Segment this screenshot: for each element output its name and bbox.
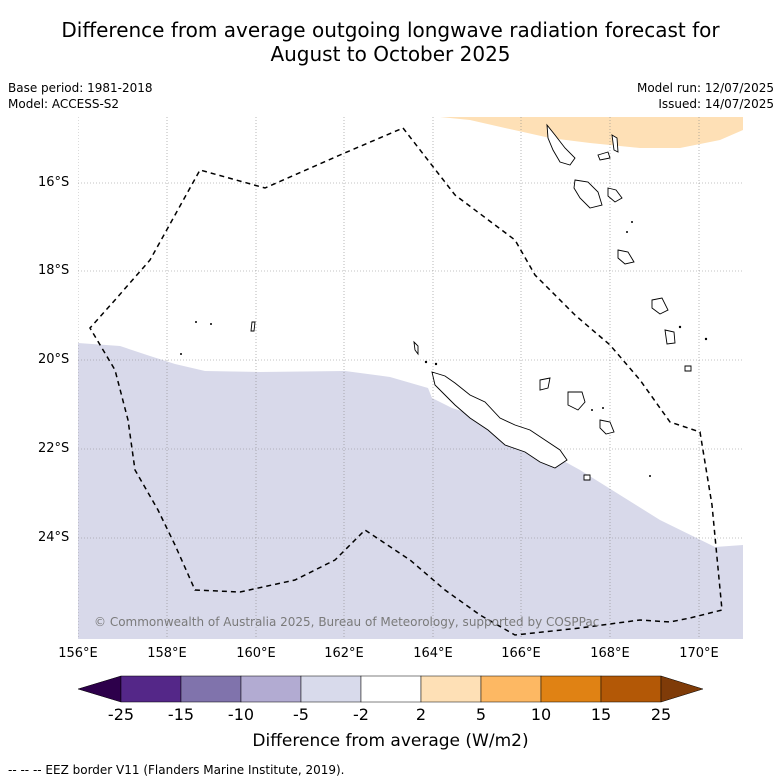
colorbar-tick-label: -10 — [227, 705, 255, 724]
isle-of-pines — [583, 474, 591, 481]
colorbar-swatch-4 — [300, 675, 362, 703]
gridlines — [78, 117, 743, 639]
map-title: Difference from average outgoing longwav… — [0, 18, 781, 66]
lon-label-166e: 166°E — [501, 646, 541, 661]
colorbar-swatch-8 — [540, 675, 602, 703]
chesterfield-islet — [250, 321, 256, 332]
loyalty-island-3 — [599, 419, 615, 435]
lon-label-170e: 170°E — [679, 646, 719, 661]
lon-label-160e: 160°E — [236, 646, 276, 661]
new-caledonia-coast — [431, 371, 568, 469]
colorbar-tick-label: 10 — [530, 705, 552, 724]
lat-label-18s: 18°S — [38, 263, 70, 278]
loyalty-island-2 — [567, 391, 586, 411]
map-area — [78, 117, 743, 639]
colorbar-swatch-9 — [600, 675, 662, 703]
vanuatu-island-5 — [607, 187, 623, 203]
colorbar-swatch-7 — [480, 675, 542, 703]
title-line-2: August to October 2025 — [270, 42, 511, 66]
negative-anomaly-region — [78, 343, 743, 639]
lat-label-24s: 24°S — [38, 530, 70, 545]
coastlines — [250, 123, 692, 481]
tiny-islets — [180, 221, 708, 477]
title-line-1: Difference from average outgoing longwav… — [61, 18, 720, 42]
colorbar-tick-label: 5 — [475, 705, 487, 724]
positive-anomaly-region — [440, 117, 743, 148]
lon-label-168e: 168°E — [590, 646, 630, 661]
lat-label-20s: 20°S — [38, 352, 70, 367]
colorbar-swatch-2 — [180, 675, 242, 703]
lat-label-22s: 22°S — [38, 441, 70, 456]
eastern-island-2 — [664, 329, 676, 345]
model-name: Model: ACCESS-S2 — [8, 97, 120, 111]
meta-left: Base period: 1981-2018 Model: ACCESS-S2 — [8, 80, 153, 112]
colorbar-swatch-1 — [120, 675, 182, 703]
eastern-island-1 — [651, 297, 669, 315]
colorbar-swatch-6 — [420, 675, 482, 703]
colorbar-swatch-10 — [660, 675, 704, 703]
loyalty-island-1 — [539, 377, 551, 391]
colorbar-tick-label: -5 — [293, 705, 309, 724]
colorbar-tick-label: -15 — [167, 705, 195, 724]
colorbar-tick-label: 25 — [650, 705, 672, 724]
colorbar-tick-label: 15 — [590, 705, 612, 724]
lon-label-162e: 162°E — [324, 646, 364, 661]
eastern-island-3 — [684, 365, 692, 372]
colorbar-title: Difference from average (W/m2) — [252, 731, 529, 751]
copyright-notice: © Commonwealth of Australia 2025, Bureau… — [94, 615, 599, 629]
lon-label-156e: 156°E — [58, 646, 98, 661]
lon-label-164e: 164°E — [413, 646, 453, 661]
colorbar-swatch-0 — [77, 675, 122, 703]
issued-date: Issued: 14/07/2025 — [658, 97, 774, 111]
model-run: Model run: 12/07/2025 — [636, 81, 774, 95]
colorbar-tick-label: 2 — [415, 705, 427, 724]
vanuatu-north-coast — [546, 123, 576, 166]
colorbar-tick-label: -25 — [107, 705, 135, 724]
colorbar-swatch-5 — [360, 675, 422, 703]
meta-right: Model run: 12/07/2025 Issued: 14/07/2025 — [637, 80, 774, 112]
vanuatu-island-3 — [573, 179, 603, 209]
eez-border — [89, 127, 723, 636]
vanuatu-island-4 — [611, 134, 619, 153]
colorbar-tick-label: -2 — [353, 705, 369, 724]
base-period: Base period: 1981-2018 — [8, 81, 153, 95]
colorbar-swatch-3 — [240, 675, 302, 703]
lon-label-158e: 158°E — [147, 646, 187, 661]
lat-label-16s: 16°S — [38, 175, 70, 190]
belep-islets — [413, 340, 419, 356]
vanuatu-island-2 — [597, 151, 611, 161]
eez-legend: -- -- -- EEZ border V11 (Flanders Marine… — [8, 763, 345, 777]
colorbar — [77, 675, 704, 703]
vanuatu-island-6 — [617, 249, 635, 265]
